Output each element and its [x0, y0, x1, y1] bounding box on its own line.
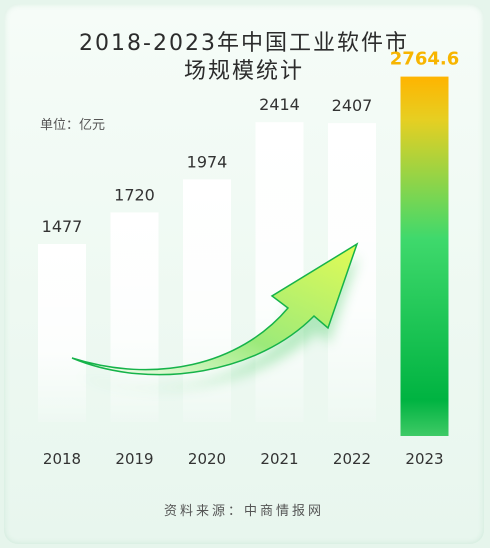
- chart-title-line2: 场规模统计: [183, 59, 304, 84]
- value-label-2020: 1974: [187, 152, 228, 171]
- category-label-2023: 2023: [405, 450, 443, 468]
- category-label-2021: 2021: [260, 450, 298, 468]
- bar-2019: [110, 212, 159, 422]
- chart-title-line1: 2018-2023年中国工业软件市: [79, 31, 409, 56]
- growth-arrow-shape: [71, 242, 359, 376]
- bar-2023: [400, 76, 449, 437]
- value-label-2021: 2414: [259, 95, 300, 114]
- value-label-2023: 2764.6: [390, 49, 459, 70]
- chart-title: 2018-2023年中国工业软件市 场规模统计: [4, 30, 484, 86]
- bar-2018: [38, 243, 86, 422]
- data-source: 资料来源：中商情报网: [163, 504, 324, 519]
- category-label-2022: 2022: [333, 450, 371, 468]
- bar-2021: [255, 122, 304, 423]
- value-label-2018: 1477: [42, 217, 83, 236]
- value-label-2022: 2407: [332, 96, 373, 115]
- bar-chart: 1477 2018 1720 2019 1974 2020 2414 2021 2407 2022…: [38, 49, 459, 468]
- growth-arrow: [71, 242, 359, 389]
- category-label-2020: 2020: [188, 450, 226, 468]
- category-label-2019: 2019: [115, 450, 153, 468]
- category-label-2018: 2018: [43, 450, 81, 468]
- value-label-2019: 1720: [114, 185, 155, 204]
- chart-card: 2018-2023年中国工业软件市 场规模统计 单位：亿元: [4, 4, 484, 544]
- unit-label: 单位：亿元: [40, 118, 106, 133]
